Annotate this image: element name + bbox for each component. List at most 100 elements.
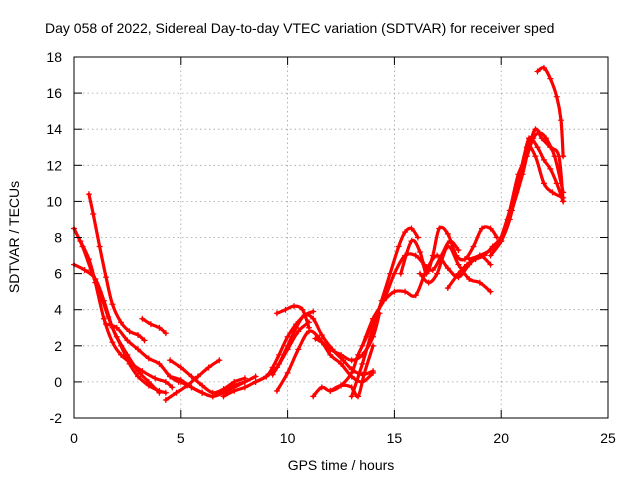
data-point: [355, 351, 362, 358]
data-point: [109, 301, 116, 308]
data-point: [455, 261, 462, 268]
data-point: [305, 324, 312, 331]
data-point: [355, 393, 362, 400]
data-point: [487, 288, 494, 295]
chart-title: Day 058 of 2022, Sidereal Day-to-day VTE…: [45, 20, 554, 36]
data-point: [220, 393, 227, 400]
data-point: [273, 310, 280, 317]
series-trace-8: [164, 358, 221, 402]
data-point: [455, 247, 462, 254]
data-point: [487, 247, 494, 254]
data-point: [391, 288, 398, 295]
data-point: [553, 93, 560, 100]
y-tick-label: 2: [54, 338, 62, 354]
data-point: [103, 274, 110, 281]
data-point: [506, 207, 513, 214]
data-point: [117, 319, 124, 326]
data-point: [348, 357, 355, 364]
data-point: [117, 342, 124, 349]
series-trace-28-markers: [534, 64, 567, 160]
data-point: [199, 389, 206, 396]
data-point: [476, 279, 483, 286]
data-point: [515, 171, 522, 178]
data-point: [417, 248, 424, 255]
data-point: [359, 360, 366, 367]
data-point: [338, 360, 344, 367]
data-point: [167, 373, 174, 380]
y-tick-labels: -2 0 2 4 6 8 10 12 14 16 18: [46, 49, 62, 426]
series-trace-3-markers: [85, 191, 148, 344]
data-point: [534, 144, 541, 151]
data-point: [348, 369, 355, 376]
data-point: [103, 321, 110, 328]
data-point: [402, 229, 409, 236]
data-point: [540, 180, 547, 187]
data-point: [558, 117, 565, 124]
data-point: [395, 243, 402, 250]
data-point: [85, 256, 92, 263]
data-point: [147, 321, 154, 328]
data-point: [338, 351, 344, 358]
data-point: [543, 135, 550, 142]
data-point: [425, 279, 432, 286]
data-point: [209, 393, 216, 400]
data-point: [370, 324, 377, 331]
data-point: [231, 387, 238, 394]
data-point: [444, 285, 451, 292]
series-trace-7-markers: [167, 357, 248, 396]
y-tick-label: 14: [46, 121, 62, 137]
data-point: [216, 357, 223, 364]
data-point: [241, 378, 248, 385]
data-point: [540, 156, 547, 163]
y-tick-label: 0: [54, 374, 62, 390]
data-point: [128, 360, 135, 367]
data-point: [252, 373, 259, 380]
data-point: [284, 342, 291, 349]
data-point: [455, 270, 462, 277]
series-trace-8-markers: [162, 357, 223, 403]
data-point: [81, 266, 88, 273]
data-point: [293, 324, 300, 331]
y-tick-label: 16: [46, 85, 62, 101]
y-axis-label: SDTVAR / TECUs: [6, 181, 22, 293]
data-point: [284, 369, 291, 376]
data-point: [414, 234, 421, 241]
data-point: [534, 68, 541, 75]
series-trace-4-markers: [77, 238, 176, 391]
data-point: [553, 180, 560, 187]
data-point: [551, 153, 558, 160]
series-trace-3: [87, 192, 147, 342]
data-point: [408, 225, 415, 232]
data-point: [476, 252, 483, 259]
data-point: [269, 371, 276, 378]
x-tick-label: 20: [493, 430, 509, 446]
data-point: [487, 261, 494, 268]
data-point: [547, 75, 554, 82]
data-point: [466, 276, 473, 283]
data-point: [547, 165, 554, 172]
x-tick-label: 10: [280, 430, 296, 446]
data-point: [560, 153, 567, 160]
x-tick-label: 25: [600, 430, 616, 446]
data-point: [532, 126, 539, 133]
data-point: [327, 346, 334, 353]
data-point: [348, 393, 355, 400]
data-point: [173, 389, 180, 396]
data-point: [295, 346, 302, 353]
y-tick-label: -2: [50, 410, 63, 426]
data-point: [199, 382, 206, 389]
data-point: [338, 382, 344, 389]
data-point: [273, 387, 280, 394]
y-tick-label: 6: [54, 266, 62, 282]
data-point: [370, 368, 377, 375]
data-point: [444, 265, 451, 272]
data-point: [92, 279, 99, 286]
data-point: [380, 297, 387, 304]
x-axis-label: GPS time / hours: [288, 457, 395, 473]
series-trace-15-markers: [273, 303, 312, 331]
data-point: [370, 315, 377, 322]
x-tick-label: 0: [70, 430, 78, 446]
data-point: [327, 351, 334, 358]
data-point: [318, 339, 325, 346]
data-point: [139, 368, 146, 375]
